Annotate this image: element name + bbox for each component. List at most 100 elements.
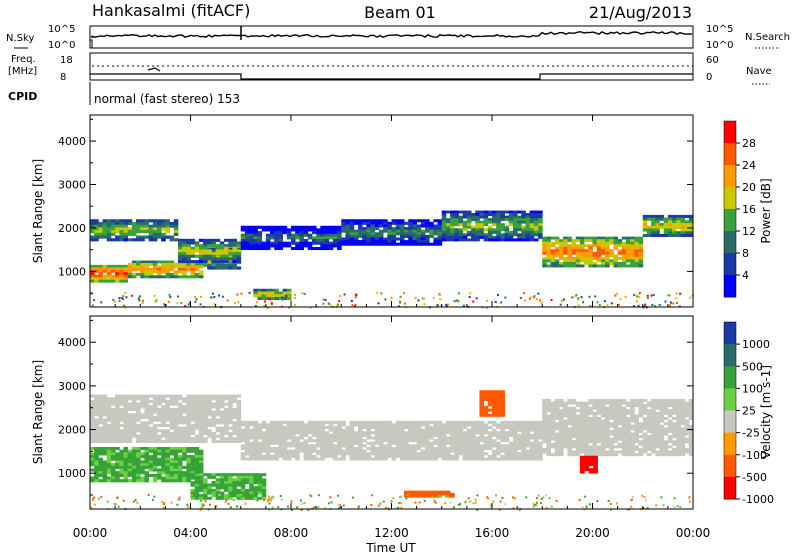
velocity-cell (592, 414, 598, 418)
velocity-cell (567, 447, 572, 451)
power-cell (634, 254, 639, 258)
power-speckle (550, 298, 553, 301)
velocity-cell (496, 403, 501, 407)
velocity-cell (383, 454, 388, 458)
velocity-cell (341, 454, 346, 458)
velocity-cell (194, 399, 200, 403)
velocity-cell (458, 452, 464, 456)
velocity-cell (441, 449, 447, 453)
power-speckle (210, 296, 213, 299)
velocity-cell (433, 441, 438, 445)
power-cell (571, 251, 577, 255)
power-cell (538, 230, 543, 234)
power-speckle (268, 293, 271, 296)
velocity-cell (571, 440, 577, 444)
velocity-cell (450, 436, 455, 440)
power-cell (362, 229, 367, 233)
velocity-cell (395, 441, 401, 445)
velocity-cell (395, 449, 401, 453)
velocity-cell (575, 440, 581, 444)
velocity-cell (508, 457, 514, 461)
velocity-cell (408, 444, 413, 448)
power-cell (131, 230, 137, 234)
velocity-cell (466, 431, 472, 435)
power-cell (165, 230, 170, 234)
velocity-cell (600, 429, 606, 433)
velocity-cell (554, 424, 560, 428)
power-cell (190, 246, 196, 250)
power-cell (546, 259, 552, 263)
colorbar-swatch (724, 121, 736, 144)
x-tick-label: 04:00 (173, 526, 208, 540)
power-cell (228, 257, 233, 261)
power-cell (324, 228, 330, 232)
power-speckle (350, 300, 353, 303)
power-cell (646, 233, 652, 238)
velocity-speckle (232, 498, 235, 501)
velocity-cell (140, 402, 145, 406)
power-cell (479, 213, 485, 217)
velocity-cell (437, 439, 443, 443)
power-cell (345, 242, 351, 246)
power-cell (584, 249, 589, 253)
velocity-cell (274, 436, 279, 440)
velocity-cell (567, 442, 572, 446)
velocity-cell (177, 434, 183, 438)
velocity-cell (291, 444, 296, 448)
velocity-cell (194, 475, 200, 479)
velocity-cell (190, 468, 196, 472)
velocity-cell (127, 397, 133, 401)
power-cell (362, 240, 367, 244)
power-cell (496, 223, 501, 227)
velocity-cell (165, 439, 170, 444)
velocity-speckle (434, 501, 437, 504)
power-cell (311, 247, 317, 251)
power-cell (600, 239, 606, 243)
power-cell (152, 230, 158, 234)
velocity-cell (404, 431, 409, 435)
velocity-cell (123, 421, 129, 425)
velocity-cell (136, 471, 141, 475)
power-cell (345, 224, 351, 228)
velocity-cell (282, 449, 288, 453)
velocity-cell (567, 401, 572, 405)
power-cell (261, 294, 267, 298)
power-cell (579, 246, 585, 250)
velocity-cell (102, 437, 108, 441)
velocity-cell (492, 390, 497, 394)
velocity-cell (198, 483, 204, 487)
velocity-cell (395, 423, 401, 427)
power-cell (412, 242, 418, 246)
velocity-cell (659, 417, 665, 421)
power-cell (148, 272, 154, 276)
power-cell (667, 231, 673, 235)
power-speckle (112, 298, 115, 301)
velocity-cell (177, 407, 183, 412)
power-speckle (423, 302, 426, 305)
velocity-cell (663, 453, 669, 457)
power-cell (508, 230, 514, 234)
power-cell (492, 238, 497, 242)
power-cell (127, 267, 133, 271)
velocity-cell (90, 426, 95, 430)
power-cell (249, 239, 254, 243)
velocity-cell (123, 410, 129, 414)
velocity-cell (152, 418, 158, 422)
velocity-cell (303, 428, 309, 432)
power-cell (525, 218, 531, 222)
velocity-cell (219, 421, 225, 425)
velocity-cell (320, 431, 325, 435)
velocity-cell (651, 445, 656, 449)
power-cell (588, 264, 593, 268)
velocity-cell (203, 410, 208, 414)
velocity-cell (483, 452, 489, 456)
velocity-cell (244, 441, 250, 445)
power-cell (638, 259, 644, 263)
velocity-cell (391, 423, 397, 427)
power-cell (680, 217, 686, 221)
velocity-cell (374, 431, 380, 435)
velocity-cell (542, 401, 547, 405)
power-cell (445, 228, 451, 232)
velocity-cell (127, 473, 133, 477)
velocity-cell (592, 419, 598, 423)
